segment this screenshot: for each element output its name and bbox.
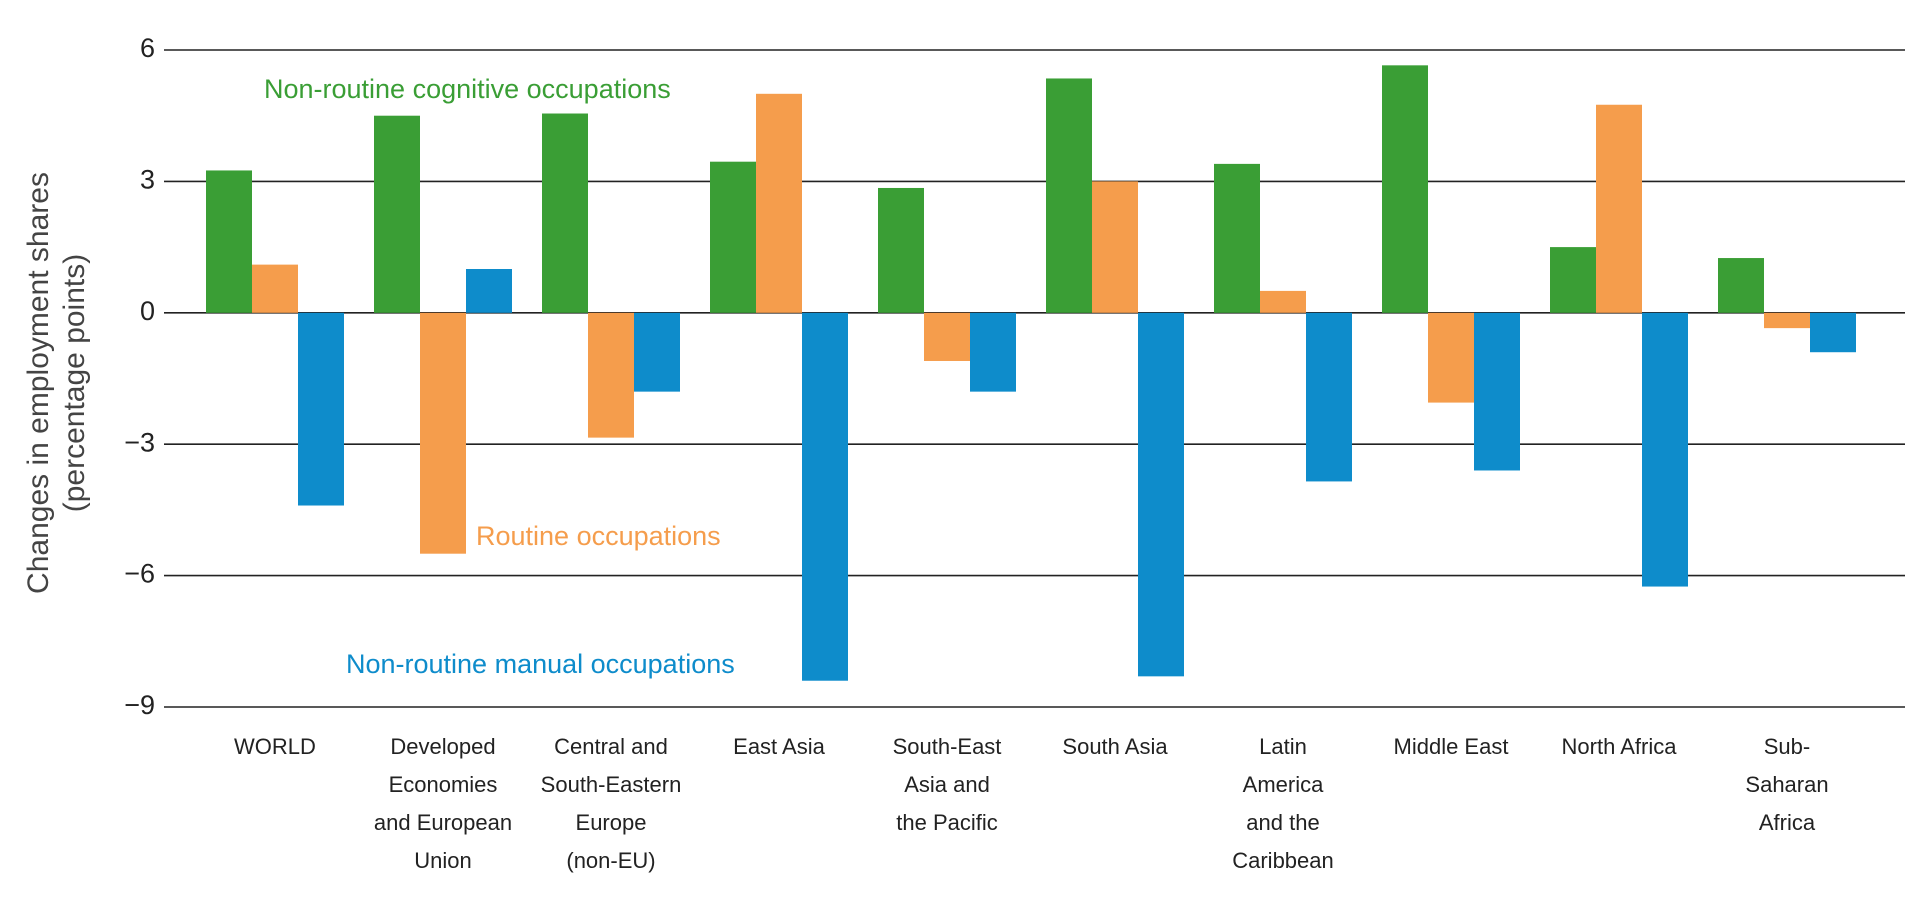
y-tick-label: 3: [140, 165, 155, 195]
x-tick-label: South Asia: [1062, 734, 1168, 759]
bar: [1046, 78, 1092, 313]
x-tick-label: WORLD: [234, 734, 316, 759]
y-tick-label: −3: [124, 427, 155, 457]
bar: [466, 269, 512, 313]
bar: [1382, 65, 1428, 313]
bar: [298, 312, 344, 506]
x-tick-label: Sub-Saharan Africa: [1745, 734, 1828, 835]
x-tick-label: Central and South-Eastern Europe (non-EU): [541, 734, 682, 873]
y-axis-label: Changes in employment shares: [22, 172, 55, 594]
x-tick-label: East Asia: [733, 734, 825, 759]
legend-label: Non-routine manual occupations: [346, 649, 735, 679]
bar: [420, 312, 466, 554]
bar: [1260, 290, 1306, 313]
y-tick-label: −9: [124, 690, 155, 720]
bar: [588, 312, 634, 438]
bar: [1138, 312, 1184, 677]
bar: [1718, 258, 1764, 313]
x-tick-label: Developed Economies and European Union: [374, 734, 512, 873]
bar: [756, 93, 802, 313]
x-tick-label: North Africa: [1562, 734, 1678, 759]
bar: [542, 113, 588, 313]
bar: [252, 264, 298, 313]
bar: [1092, 181, 1138, 313]
y-tick-label: 6: [140, 33, 155, 63]
bar: [1764, 312, 1810, 329]
bar: [634, 312, 680, 392]
bar: [1596, 104, 1642, 313]
x-tick-label: Middle East: [1394, 734, 1509, 759]
bar: [1642, 312, 1688, 587]
bar: [1306, 312, 1352, 482]
bar: [710, 161, 756, 313]
bar: [206, 170, 252, 313]
legend-label: Routine occupations: [476, 521, 721, 551]
bar: [878, 187, 924, 313]
bar: [970, 312, 1016, 392]
bar: [1810, 312, 1856, 353]
bar: [924, 312, 970, 361]
bar: [374, 115, 420, 313]
x-tick-label: South-East Asia and the Pacific: [893, 734, 1002, 835]
bar: [1474, 312, 1520, 471]
y-tick-label: −6: [124, 559, 155, 589]
x-tick-label: Latin America and the Caribbean: [1232, 734, 1334, 873]
legend-label: Non-routine cognitive occupations: [264, 74, 671, 104]
bar: [1550, 247, 1596, 313]
bar: [1428, 312, 1474, 403]
y-tick-label: 0: [140, 296, 155, 326]
y-axis-label: (percentage points): [58, 254, 91, 513]
bar: [802, 312, 848, 681]
bar: [1214, 163, 1260, 313]
